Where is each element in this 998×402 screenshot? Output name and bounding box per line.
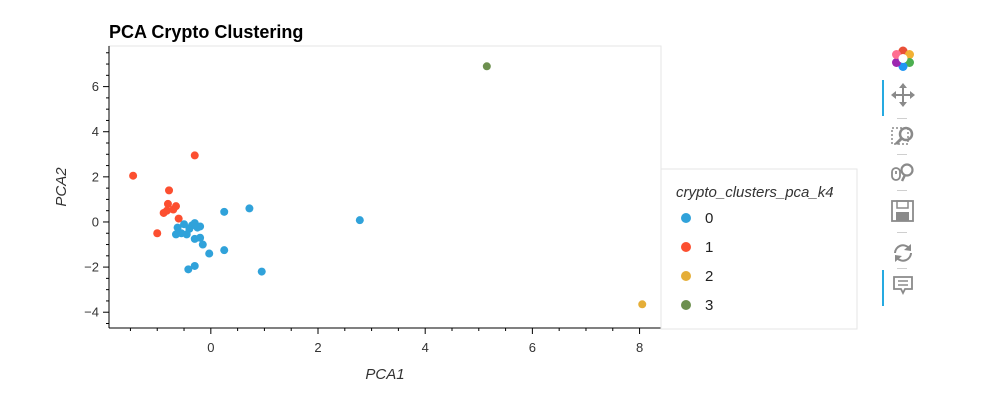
data-point-cluster-0[interactable]: [190, 261, 199, 270]
x-tick-label: 6: [529, 340, 536, 355]
x-tick-label: 8: [636, 340, 643, 355]
data-point-cluster-0[interactable]: [171, 230, 180, 239]
chart-title: PCA Crypto Clustering: [109, 22, 303, 42]
wheel-zoom-tool-button[interactable]: [880, 158, 926, 188]
x-axis-label: PCA1: [365, 366, 404, 383]
data-point-cluster-3[interactable]: [482, 62, 491, 71]
data-point-cluster-1[interactable]: [169, 205, 178, 214]
data-point-cluster-0[interactable]: [220, 246, 229, 255]
data-point-cluster-1[interactable]: [163, 199, 172, 208]
plot-area[interactable]: [108, 45, 662, 329]
data-point-cluster-1[interactable]: [159, 208, 168, 217]
data-point-cluster-0[interactable]: [205, 249, 214, 258]
legend-marker-2: [681, 271, 691, 281]
data-point-cluster-0[interactable]: [257, 267, 266, 276]
y-axis-label: PCA2: [53, 167, 70, 207]
data-point-cluster-0[interactable]: [182, 230, 191, 239]
data-point-cluster-0[interactable]: [245, 204, 254, 213]
legend-marker-1: [681, 242, 691, 252]
data-point-cluster-0[interactable]: [220, 207, 229, 216]
pan-icon: [891, 83, 915, 107]
data-point-cluster-0[interactable]: [198, 240, 207, 249]
data-points: [129, 62, 647, 309]
legend-label-3[interactable]: 3: [705, 297, 713, 314]
legend-label-2[interactable]: 2: [705, 268, 713, 285]
y-tick-label: 2: [92, 169, 99, 184]
legend-marker-0: [681, 213, 691, 223]
axes: 0 2 4 6 8 −4 −2 0 2 4 6: [84, 46, 661, 355]
data-point-cluster-1[interactable]: [165, 186, 174, 195]
y-tick-label: 6: [92, 79, 99, 94]
data-point-cluster-0[interactable]: [196, 233, 205, 242]
reset-tool-button[interactable]: [880, 238, 926, 268]
bokeh-logo-icon[interactable]: [880, 44, 926, 74]
x-tick-label: 2: [314, 340, 321, 355]
box-zoom-icon: [891, 126, 914, 146]
save-tool-button[interactable]: [880, 196, 926, 226]
data-point-cluster-0[interactable]: [355, 216, 364, 225]
data-point-cluster-0[interactable]: [180, 220, 189, 229]
legend-items: 0 1 2 3: [681, 210, 713, 314]
data-point-cluster-0[interactable]: [196, 222, 205, 231]
x-tick-label: 0: [207, 340, 214, 355]
save-icon: [891, 200, 914, 222]
pan-tool-button[interactable]: [880, 80, 926, 116]
data-point-cluster-1[interactable]: [129, 171, 138, 180]
legend-label-0[interactable]: 0: [705, 210, 713, 227]
data-point-cluster-1[interactable]: [190, 151, 199, 160]
data-point-cluster-0[interactable]: [184, 265, 193, 274]
wheel-zoom-icon: [891, 163, 914, 182]
hover-icon: [893, 276, 913, 296]
x-tick-label: 4: [422, 340, 429, 355]
data-point-cluster-1[interactable]: [174, 214, 183, 223]
legend-title: crypto_clusters_pca_k4: [676, 184, 834, 201]
data-point-cluster-2[interactable]: [638, 300, 647, 309]
legend-marker-3: [681, 300, 691, 310]
y-tick-label: −2: [84, 260, 99, 275]
y-tick-label: 4: [92, 124, 99, 139]
legend-label-1[interactable]: 1: [705, 239, 713, 256]
y-tick-label: −4: [84, 305, 99, 320]
data-point-cluster-1[interactable]: [153, 229, 162, 238]
y-tick-label: 0: [92, 214, 99, 229]
box-zoom-tool-button[interactable]: [880, 122, 926, 152]
legend-box: [660, 168, 858, 330]
data-point-cluster-0[interactable]: [173, 223, 182, 232]
reset-icon: [894, 244, 912, 262]
hover-tool-button[interactable]: [880, 270, 926, 306]
